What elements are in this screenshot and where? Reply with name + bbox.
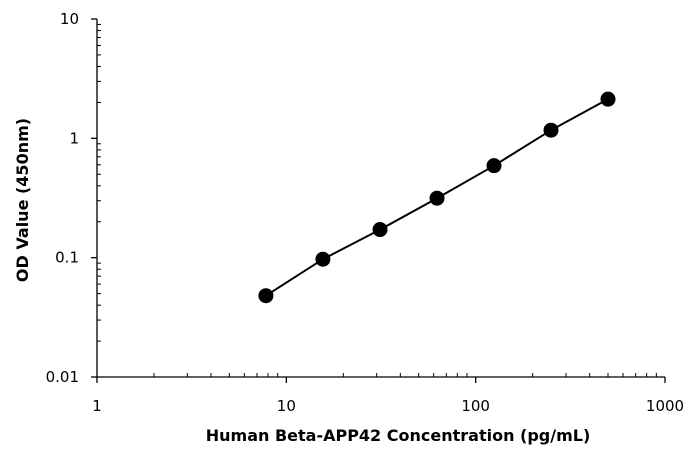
axes <box>96 19 665 378</box>
data-point <box>543 122 559 138</box>
y-axis-title: OD Value (450nm) <box>13 118 32 282</box>
x-axis-title: Human Beta-APP42 Concentration (pg/mL) <box>206 426 591 445</box>
x-tick-label: 10 <box>277 397 296 415</box>
tick-marks <box>91 18 666 383</box>
x-tick-label: 1 <box>92 397 102 415</box>
data-point <box>486 158 502 174</box>
y-tick-label: 10 <box>60 10 79 28</box>
data-point <box>600 91 616 107</box>
series <box>258 91 616 304</box>
y-tick-label: 1 <box>69 129 79 147</box>
y-tick-label: 0.01 <box>46 368 79 386</box>
x-tick-label: 100 <box>461 397 490 415</box>
data-point <box>258 288 274 304</box>
data-point <box>372 222 388 238</box>
tick-labels: 1 10 100 1000 0.01 0.1 1 10 <box>46 10 685 415</box>
y-tick-label: 0.1 <box>55 249 79 267</box>
data-point <box>315 251 331 267</box>
data-point <box>429 190 445 206</box>
x-tick-label: 1000 <box>646 397 684 415</box>
